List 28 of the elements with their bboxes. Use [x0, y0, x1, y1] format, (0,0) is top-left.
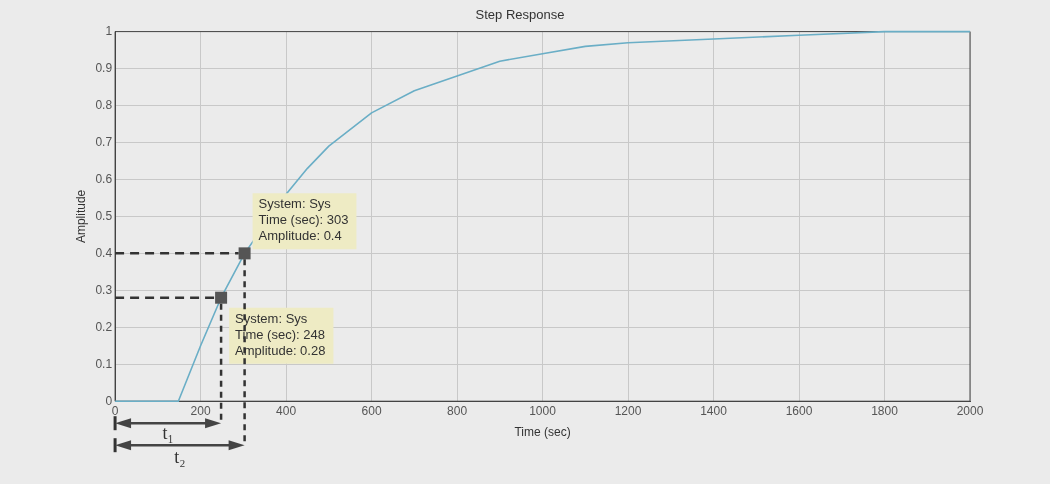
- y-tick-label: 0.5: [95, 208, 113, 223]
- x-axis-title: Time (sec): [514, 425, 571, 440]
- y-tick-label: 0.2: [95, 319, 113, 334]
- x-tick-label: 1800: [871, 403, 899, 418]
- y-axis-title: Amplitude: [73, 189, 88, 244]
- text: t₂: [174, 447, 186, 468]
- y-tick-label: 0.7: [95, 134, 113, 149]
- y-tick-label: 0: [105, 393, 113, 408]
- x-tick-label: 800: [447, 403, 468, 418]
- x-tick-label: 200: [190, 403, 211, 418]
- x-tick-label: 2000: [956, 403, 984, 418]
- y-tick-label: 0.3: [95, 282, 113, 297]
- text: t₁: [162, 423, 174, 444]
- y-tick-label: 1: [105, 23, 113, 38]
- annotation: System: Sys Time (sec): 248 Amplitude: 0.28: [235, 310, 326, 358]
- x-tick-label: 400: [276, 403, 297, 418]
- x-tick-label: 1000: [529, 403, 557, 418]
- x-tick-label: 1600: [785, 403, 813, 418]
- x-tick-label: 1200: [614, 403, 642, 418]
- y-tick-label: 0.4: [95, 245, 113, 260]
- chart-title: Step Response: [475, 7, 565, 23]
- y-tick-label: 0.8: [95, 97, 113, 112]
- annotation: System: Sys Time (sec): 303 Amplitude: 0.4: [258, 196, 349, 244]
- y-tick-label: 0.1: [95, 356, 113, 371]
- y-tick-label: 0.9: [95, 60, 113, 75]
- x-tick-label: 600: [361, 403, 382, 418]
- y-tick-label: 0.6: [95, 171, 113, 186]
- x-tick-label: 1400: [700, 403, 728, 418]
